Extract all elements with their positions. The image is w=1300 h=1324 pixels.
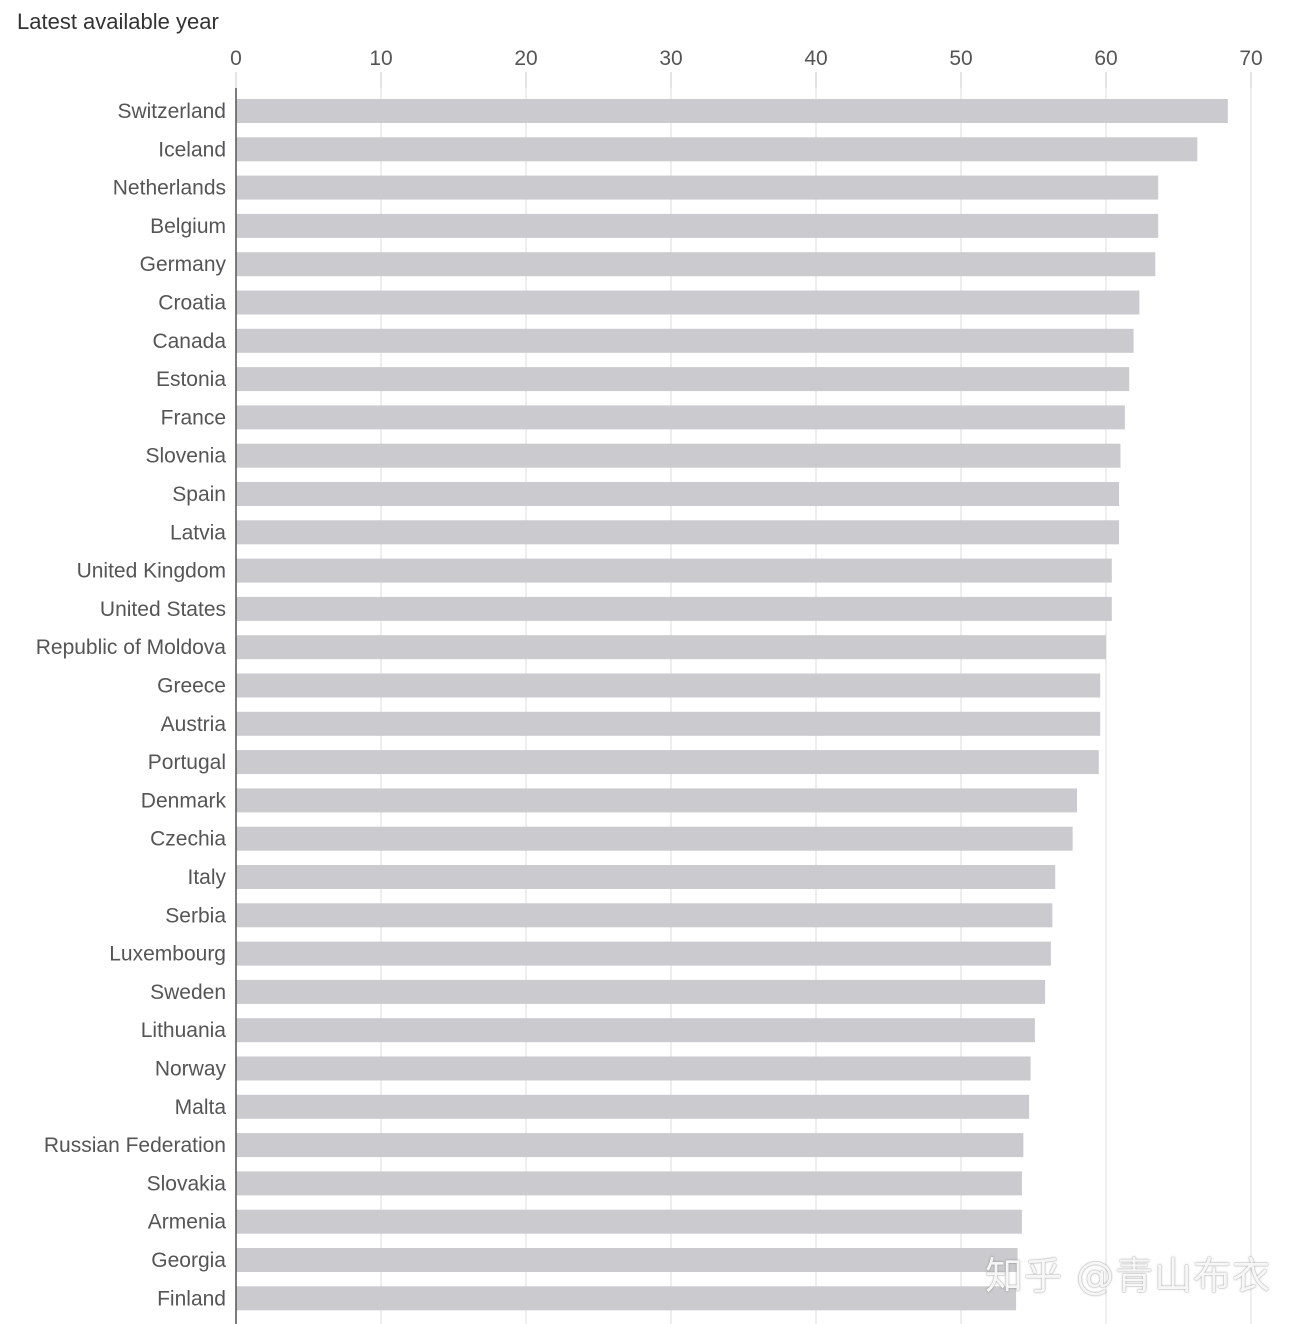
bar-sweden: [236, 979, 1046, 1004]
category-label-canada: Canada: [152, 330, 226, 353]
x-tick-label-50: 50: [949, 47, 972, 70]
category-label-austria: Austria: [161, 713, 227, 736]
x-axis-tick-labels: 0 10 20 30 40 50 60 70: [230, 47, 1263, 70]
bar-georgia: [236, 1248, 1018, 1272]
bar-austria: [236, 711, 1101, 736]
category-label-malta: Malta: [175, 1096, 227, 1119]
category-label-portugal: Portugal: [148, 751, 226, 774]
bar-norway: [236, 1056, 1031, 1081]
x-axis-ticks: [235, 72, 1252, 88]
bar-netherlands: [236, 175, 1159, 200]
category-label-russian-federation: Russian Federation: [44, 1134, 226, 1157]
bar-republic-of-moldova: [236, 635, 1106, 660]
x-tick-label-60: 60: [1094, 47, 1117, 70]
chart-subtitle: Latest available year: [17, 9, 219, 34]
bar-estonia: [236, 367, 1130, 392]
category-label-armenia: Armenia: [148, 1211, 227, 1234]
bar-switzerland: [236, 99, 1228, 123]
x-tick-label-40: 40: [804, 47, 827, 70]
bar-serbia: [236, 903, 1053, 928]
bar-denmark: [236, 788, 1077, 813]
category-label-georgia: Georgia: [151, 1249, 226, 1272]
bar-armenia: [236, 1209, 1022, 1234]
category-label-belgium: Belgium: [150, 215, 226, 238]
category-label-united-kingdom: United Kingdom: [77, 560, 226, 583]
bar-united-kingdom: [236, 558, 1112, 583]
bar-finland: [236, 1286, 1017, 1311]
x-tick-label-70: 70: [1239, 47, 1262, 70]
category-label-netherlands: Netherlands: [113, 177, 226, 200]
bar-latvia: [236, 520, 1120, 545]
category-label-slovenia: Slovenia: [145, 445, 226, 468]
category-label-republic-of-moldova: Republic of Moldova: [36, 636, 227, 659]
x-tick-label-30: 30: [659, 47, 682, 70]
category-label-serbia: Serbia: [165, 904, 226, 927]
bar-portugal: [236, 750, 1099, 775]
category-label-spain: Spain: [172, 483, 226, 506]
category-label-italy: Italy: [187, 866, 226, 889]
category-label-czechia: Czechia: [150, 828, 226, 851]
category-label-croatia: Croatia: [158, 292, 226, 315]
category-label-germany: Germany: [140, 253, 227, 276]
bar-greece: [236, 673, 1101, 698]
category-label-united-states: United States: [100, 598, 226, 621]
bar-slovenia: [236, 443, 1121, 468]
bar-czechia: [236, 826, 1073, 851]
category-labels: Switzerland Iceland Netherlands Belgium Germ…: [36, 100, 227, 1310]
bar-croatia: [236, 290, 1140, 315]
bar-slovakia: [236, 1171, 1022, 1196]
x-tick-label-10: 10: [369, 47, 392, 70]
category-label-norway: Norway: [155, 1058, 227, 1081]
bar-iceland: [236, 137, 1198, 162]
bar-germany: [236, 252, 1156, 277]
category-label-switzerland: Switzerland: [117, 100, 226, 123]
bar-malta: [236, 1094, 1030, 1119]
x-tick-label-20: 20: [514, 47, 537, 70]
bar-belgium: [236, 213, 1159, 238]
x-tick-label-0: 0: [230, 47, 242, 70]
bar-united-states: [236, 596, 1112, 621]
category-label-greece: Greece: [157, 675, 226, 698]
bar-france: [236, 405, 1125, 430]
category-label-lithuania: Lithuania: [141, 1019, 227, 1042]
category-label-denmark: Denmark: [141, 789, 227, 812]
category-label-iceland: Iceland: [158, 138, 226, 161]
bar-canada: [236, 328, 1134, 353]
bar-spain: [236, 482, 1120, 506]
category-label-estonia: Estonia: [156, 368, 226, 391]
category-label-sweden: Sweden: [150, 981, 226, 1004]
bar-italy: [236, 865, 1056, 889]
watermark: 知乎 @青山布衣: [985, 1254, 1272, 1298]
category-label-latvia: Latvia: [170, 521, 226, 544]
category-label-slovakia: Slovakia: [147, 1172, 227, 1195]
bar-lithuania: [236, 1018, 1035, 1043]
bar-luxembourg: [236, 941, 1051, 966]
category-label-luxembourg: Luxembourg: [109, 943, 226, 966]
bars: [236, 99, 1228, 1311]
bar-russian-federation: [236, 1133, 1024, 1158]
category-label-france: France: [161, 406, 226, 429]
category-label-finland: Finland: [157, 1287, 226, 1310]
